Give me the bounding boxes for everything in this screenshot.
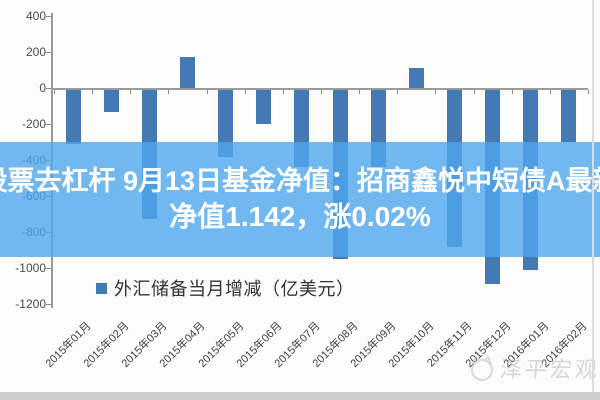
- y-axis-label: -1200: [15, 297, 46, 311]
- x-axis-tick: [320, 90, 322, 94]
- y-axis-tick: [46, 304, 51, 305]
- bar-2015年02月: [103, 90, 119, 112]
- x-axis-tick: [168, 90, 170, 94]
- headline-overlay: 股票去杠杆 9月13日基金净值：招商鑫悦中短债A最新 净值1.142，涨0.02…: [0, 142, 600, 257]
- watermark-logo-icon: [471, 355, 493, 381]
- y-axis-label: -1000: [15, 261, 46, 275]
- y-axis-label: 200: [25, 45, 46, 59]
- zero-axis-line: [51, 88, 588, 90]
- x-axis-tick: [54, 90, 55, 94]
- bar-2015年10月: [408, 68, 424, 88]
- bar-2015年05月: [218, 90, 234, 157]
- y-axis-tick: [46, 52, 51, 53]
- x-axis-tick: [435, 90, 437, 94]
- y-axis-tick: [46, 16, 51, 17]
- x-axis-tick: [587, 90, 589, 94]
- watermark: 泽平宏观: [468, 352, 600, 384]
- bar-2015年01月: [65, 90, 81, 144]
- bar-2015年06月: [256, 90, 272, 125]
- headline-line2: 净值1.142，涨0.02%: [169, 201, 431, 232]
- photo-bottom-edge: [0, 392, 600, 400]
- bar-2015年04月: [179, 57, 195, 88]
- bar-2016年02月: [561, 90, 577, 143]
- x-axis-tick: [473, 90, 475, 94]
- y-axis-label: -200: [21, 117, 46, 131]
- x-axis-tick: [206, 90, 208, 94]
- legend-label: 外汇储备当月增减（亿美元）: [114, 279, 355, 299]
- y-axis-label: 0: [39, 81, 46, 95]
- x-axis-tick: [397, 90, 399, 94]
- x-axis-tick: [130, 90, 132, 94]
- y-axis-tick: [46, 124, 51, 125]
- x-axis-tick: [244, 90, 246, 94]
- headline-line1: 股票去杠杆 9月13日基金净值：招商鑫悦中短债A最新: [0, 166, 600, 196]
- legend-marker-icon: [96, 282, 107, 294]
- x-axis-tick: [549, 90, 551, 94]
- x-axis-tick: [282, 90, 284, 94]
- y-axis-tick: [46, 268, 51, 269]
- chart-legend: 外汇储备当月增减（亿美元）: [96, 275, 355, 301]
- x-axis-tick: [511, 90, 513, 94]
- y-axis-tick: [46, 88, 51, 89]
- watermark-text: 泽平宏观: [499, 357, 600, 382]
- photo-right-edge: [592, 0, 594, 392]
- x-axis-tick: [359, 90, 361, 94]
- x-axis-tick: [92, 90, 94, 94]
- y-axis-label: 400: [25, 9, 46, 23]
